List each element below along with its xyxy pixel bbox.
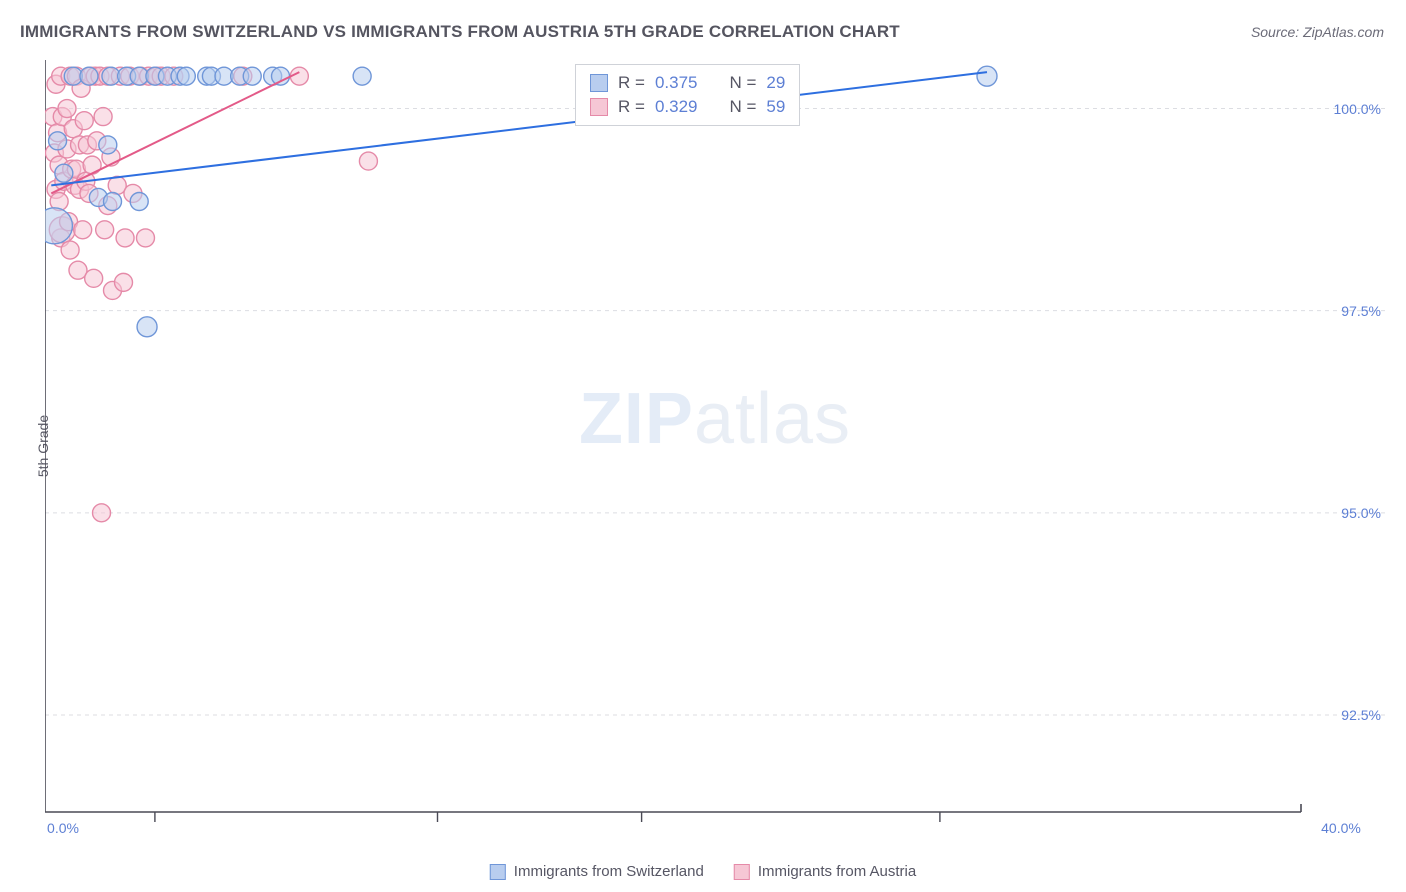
plot-area: ZIPatlas R = 0.375N = 29R = 0.329N = 59 …	[45, 60, 1385, 840]
chart-title: IMMIGRANTS FROM SWITZERLAND VS IMMIGRANT…	[20, 22, 900, 42]
series-swatch	[590, 74, 608, 92]
chart-svg	[45, 60, 1385, 840]
corr-n-value: 29	[766, 73, 785, 93]
corr-n-label: N =	[729, 97, 756, 117]
scatter-point	[61, 241, 79, 259]
corr-n-value: 59	[766, 97, 785, 117]
y-tick-label: 95.0%	[1341, 505, 1381, 521]
scatter-point	[58, 100, 76, 118]
corr-n-label: N =	[729, 73, 756, 93]
legend-swatch	[734, 864, 750, 880]
scatter-point	[115, 273, 133, 291]
series-swatch	[590, 98, 608, 116]
source-label: Source: ZipAtlas.com	[1251, 24, 1384, 40]
scatter-point	[96, 221, 114, 239]
legend-swatch	[490, 864, 506, 880]
correlation-row: R = 0.329 N = 59	[590, 95, 785, 119]
legend-label: Immigrants from Switzerland	[514, 863, 704, 880]
x-tick-label: 0.0%	[47, 820, 79, 836]
scatter-point	[977, 66, 997, 86]
y-tick-label: 97.5%	[1341, 303, 1381, 319]
scatter-point	[272, 67, 290, 85]
scatter-point	[75, 112, 93, 130]
scatter-point	[116, 229, 134, 247]
legend-item: Immigrants from Austria	[734, 863, 916, 880]
trend-line	[51, 72, 987, 185]
y-tick-label: 92.5%	[1341, 707, 1381, 723]
scatter-point	[243, 67, 261, 85]
scatter-point	[93, 504, 111, 522]
scatter-point	[353, 67, 371, 85]
scatter-point	[99, 136, 117, 154]
corr-r-label: R =	[618, 97, 645, 117]
scatter-point	[177, 67, 195, 85]
corr-r-value: 0.375	[655, 73, 698, 93]
scatter-point	[136, 229, 154, 247]
scatter-point	[130, 193, 148, 211]
scatter-point	[137, 317, 157, 337]
x-tick-label: 40.0%	[1321, 820, 1361, 836]
scatter-point	[104, 193, 122, 211]
scatter-point	[80, 67, 98, 85]
scatter-point	[85, 269, 103, 287]
scatter-point	[94, 108, 112, 126]
correlation-row: R = 0.375 N = 29	[590, 71, 785, 95]
legend-bottom: Immigrants from Switzerland Immigrants fr…	[490, 863, 916, 880]
corr-r-value: 0.329	[655, 97, 698, 117]
scatter-point	[55, 164, 73, 182]
scatter-point	[359, 152, 377, 170]
corr-r-label: R =	[618, 73, 645, 93]
scatter-point	[74, 221, 92, 239]
correlation-legend: R = 0.375 N = 29 R = 0.329 N = 59	[575, 64, 800, 126]
scatter-point	[49, 132, 67, 150]
y-tick-label: 100.0%	[1334, 101, 1381, 117]
legend-label: Immigrants from Austria	[758, 863, 916, 880]
legend-item: Immigrants from Switzerland	[490, 863, 704, 880]
